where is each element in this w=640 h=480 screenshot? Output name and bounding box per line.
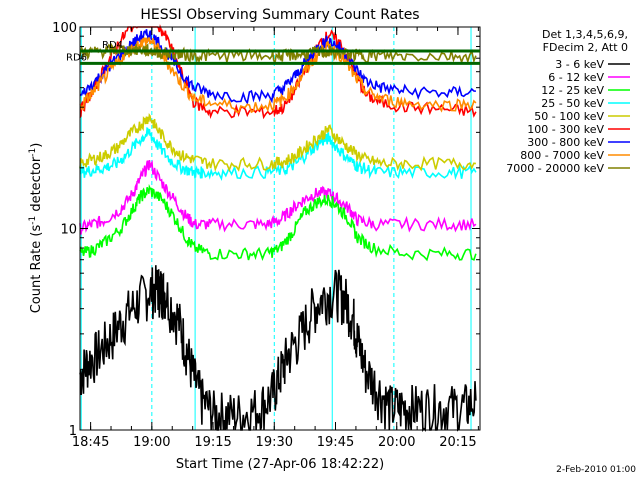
y-axis-label: Count Rate (s-1 detector-1) bbox=[28, 143, 44, 314]
legend-entry-label: 100 - 300 keV bbox=[527, 123, 604, 136]
plot-group bbox=[79, 24, 477, 432]
x-axis-label: Start Time (27-Apr-06 18:42:22) bbox=[176, 457, 384, 472]
legend-entry-label: 7000 - 20000 keV bbox=[506, 162, 604, 175]
x-tick-label: 19:00 bbox=[133, 435, 170, 450]
reference-label-1: RD4 bbox=[102, 40, 123, 51]
series-line-4 bbox=[79, 112, 477, 173]
y-tick-label: 1 bbox=[69, 424, 77, 439]
x-tick-label: 18:45 bbox=[72, 435, 109, 450]
reference-lines: RD6 RD4 bbox=[66, 40, 480, 65]
y-tick-label: 10 bbox=[60, 223, 77, 238]
series-line-3 bbox=[79, 127, 477, 182]
chart-title: HESSI Observing Summary Count Rates bbox=[140, 7, 419, 23]
x-tick-label: 20:15 bbox=[439, 435, 476, 450]
series-line-6 bbox=[79, 29, 476, 106]
x-tick-label: 20:00 bbox=[378, 435, 415, 450]
x-tick-label: 19:15 bbox=[194, 435, 231, 450]
series-line-1 bbox=[79, 159, 477, 235]
y-axis: 1 10 100 bbox=[52, 21, 480, 439]
legend-entry-label: 25 - 50 keV bbox=[541, 97, 604, 110]
legend-entry-label: 50 - 100 keV bbox=[534, 110, 604, 123]
legend-entry-label: 300 - 800 keV bbox=[527, 136, 604, 149]
series-line-0 bbox=[79, 265, 477, 432]
legend-entry-label: 800 - 7000 keV bbox=[520, 149, 604, 162]
series-line-2 bbox=[79, 183, 477, 262]
legend-header: Det 1,3,4,5,6,9, bbox=[542, 28, 628, 41]
series-line-8 bbox=[79, 42, 477, 65]
legend: Det 1,3,4,5,6,9,FDecim 2, Att 0 3 - 6 keV… bbox=[506, 28, 630, 175]
legend-entry-label: 12 - 25 keV bbox=[541, 84, 604, 97]
timestamp: 2-Feb-2010 01:00 bbox=[556, 465, 636, 475]
legend-header: FDecim 2, Att 0 bbox=[543, 41, 628, 54]
y-tick-label: 100 bbox=[52, 21, 77, 36]
x-axis: 18:45 19:00 19:15 19:30 19:45 20:00 20:15 bbox=[72, 27, 479, 450]
legend-entry-label: 3 - 6 keV bbox=[555, 58, 604, 71]
x-tick-label: 19:30 bbox=[256, 435, 293, 450]
legend-entry-label: 6 - 12 keV bbox=[548, 71, 604, 84]
x-tick-label: 19:45 bbox=[317, 435, 354, 450]
reference-label-0: RD6 bbox=[66, 52, 87, 63]
